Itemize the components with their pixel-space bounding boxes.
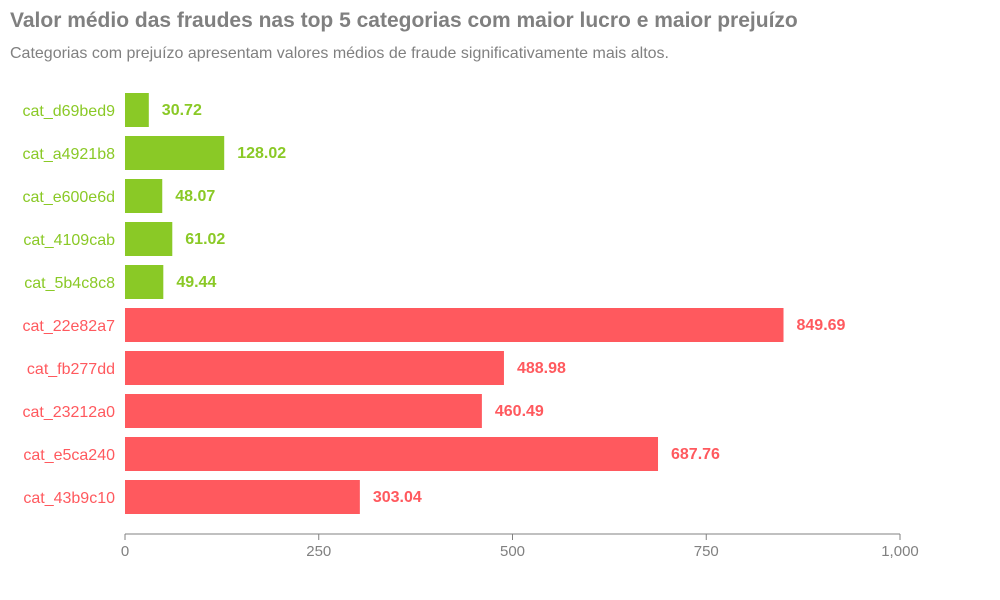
bar-cat_23212a0 [125, 394, 482, 428]
bar-cat_22e82a7 [125, 308, 784, 342]
category-label: cat_d69bed9 [22, 103, 115, 120]
bar-cat_43b9c10 [125, 480, 360, 514]
bar-cat_e600e6d [125, 179, 163, 213]
category-label: cat_fb277dd [27, 361, 115, 378]
value-label: 48.07 [175, 188, 215, 205]
category-label: cat_23212a0 [22, 404, 115, 421]
value-label: 49.44 [176, 274, 216, 291]
bar-cat_5b4c8c8 [125, 265, 164, 299]
chart-title: Valor médio das fraudes nas top 5 catego… [10, 9, 798, 32]
bar-cat_e5ca240 [125, 437, 659, 471]
value-label: 687.76 [671, 446, 720, 463]
category-label: cat_a4921b8 [22, 146, 115, 163]
bar-cat_4109cab [125, 222, 173, 256]
value-label: 128.02 [237, 145, 286, 162]
value-label: 303.04 [373, 489, 422, 506]
value-label: 849.69 [797, 317, 846, 334]
x-tick-label: 500 [500, 543, 525, 560]
x-axis: 0 250 500 750 1,000 [121, 533, 919, 560]
category-label: cat_e600e6d [22, 189, 115, 206]
x-tick-label: 750 [694, 543, 719, 560]
category-label: cat_22e82a7 [22, 318, 115, 335]
chart-subtitle: Categorias com prejuízo apresentam valor… [10, 45, 669, 62]
bars-layer [125, 93, 784, 514]
value-labels: 30.72 128.02 48.07 61.02 49.44 849.69 488.98 46… [162, 102, 846, 506]
category-label: cat_5b4c8c8 [24, 275, 115, 292]
category-label: cat_43b9c10 [23, 490, 115, 507]
bar-cat_a4921b8 [125, 136, 225, 170]
x-tick-label: 250 [306, 543, 331, 560]
x-tick-label: 1,000 [881, 543, 919, 560]
value-label: 61.02 [185, 231, 225, 248]
bar-cat_d69bed9 [125, 93, 149, 127]
value-label: 30.72 [162, 102, 202, 119]
category-label: cat_4109cab [23, 232, 115, 249]
value-label: 488.98 [517, 360, 566, 377]
bar-cat_fb277dd [125, 351, 504, 385]
category-label: cat_e5ca240 [23, 447, 115, 464]
value-label: 460.49 [495, 403, 544, 420]
x-tick-label: 0 [121, 543, 129, 560]
category-labels: cat_d69bed9 cat_a4921b8 cat_e600e6d cat_410… [22, 103, 115, 507]
